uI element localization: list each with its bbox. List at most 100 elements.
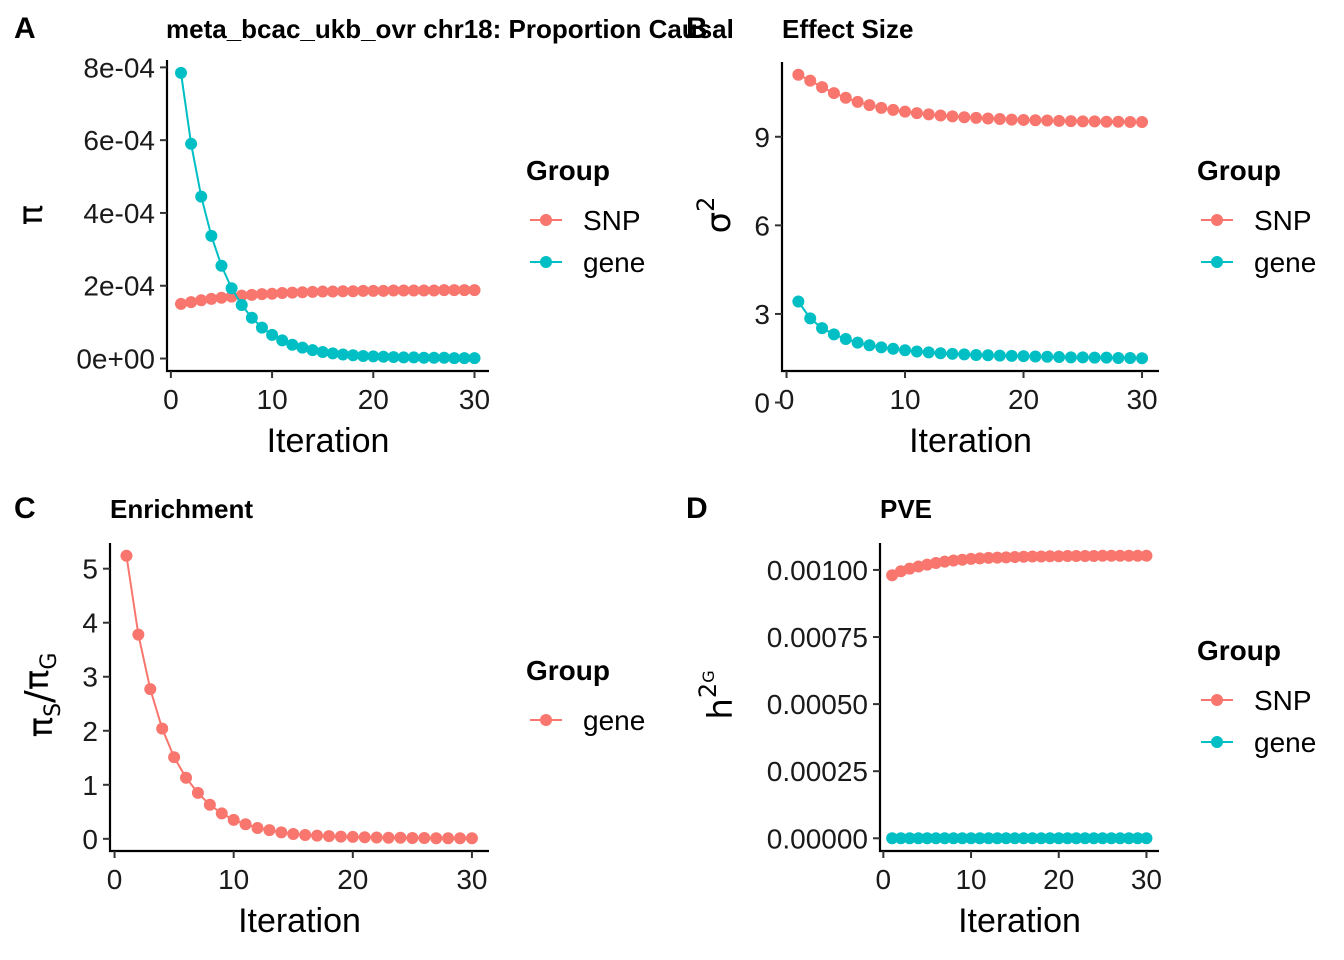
series-snp [792,68,1149,129]
data-point [938,555,951,568]
series-snp [886,549,1153,582]
data-point [1041,350,1054,363]
data-point [922,346,935,359]
data-point [306,344,319,357]
data-point [1026,832,1039,845]
data-point [1100,351,1113,364]
data-point [792,68,805,81]
data-point [1136,352,1149,365]
y-tick-label: 0.00000 [767,823,868,854]
data-point [322,830,335,843]
data-point [1053,351,1066,364]
x-axis-title: Iteration [958,902,1081,940]
x-tick-label: 20 [337,864,368,895]
data-point [910,107,923,120]
legend-title: Group [526,155,610,186]
data-point [956,832,969,845]
data-point [875,341,888,354]
data-point [357,284,370,297]
data-point [458,352,471,365]
x-tick-label: 20 [1043,864,1074,895]
data-point [428,284,441,297]
y-tick-label: 0.00075 [767,622,868,653]
data-point [912,832,925,845]
data-point [316,345,329,358]
data-point [1070,832,1083,845]
data-point [215,259,228,272]
x-tick-label: 10 [218,864,249,895]
data-point [1017,113,1030,126]
x-tick-label: 30 [459,384,490,415]
y-axis-title: σ2 [692,197,739,234]
x-tick-label: 30 [1126,384,1157,415]
data-point [174,66,187,79]
data-point [1017,550,1030,563]
data-point [875,101,888,114]
data-point [956,553,969,566]
data-point [185,137,198,150]
data-point [1064,115,1077,128]
panel-title: Effect Size [782,14,914,44]
data-point [245,311,258,324]
data-point [1029,114,1042,127]
data-point [180,771,193,784]
y-tick-label: 4 [82,608,98,639]
data-point [1079,549,1092,562]
data-point [168,751,181,764]
data-point [804,312,817,325]
series-gene [792,295,1149,365]
data-point [276,334,289,347]
data-point [1035,550,1048,563]
data-point [347,285,360,298]
y-tick-label: 0.00100 [767,555,868,586]
data-point [816,81,829,94]
data-point [191,786,204,799]
data-point [458,284,471,297]
data-point [438,284,451,297]
y-tick-label: 3 [82,662,98,693]
y-axis-title: h2G [694,670,741,719]
data-point [1076,115,1089,128]
data-point [982,551,995,564]
y-tick-label: 5 [82,554,98,585]
data-point [418,832,431,845]
data-point [394,831,407,844]
y-axis-title-text: σ2 [692,197,739,234]
data-point [438,351,451,364]
data-point [263,824,276,837]
data-point [804,74,817,87]
panel-title: PVE [880,494,932,524]
data-point [899,344,912,357]
data-point [1122,549,1135,562]
y-axis-title-text: πS/πG [17,653,66,738]
data-point [276,287,289,300]
data-point [407,284,420,297]
data-point [120,549,133,562]
series-line [179,72,475,360]
data-point [887,103,900,116]
data-point [863,99,876,112]
legend-label: SNP [583,205,641,236]
legend-key-point [1211,256,1223,268]
data-point [417,284,430,297]
y-tick-label: 0 [82,824,98,855]
series-snp [174,284,481,310]
data-point [958,111,971,124]
data-point [397,284,410,297]
panel-b: B Effect Size 0 10 20 30 0 3 6 9 Iteration σ2 Group S… [686,12,1316,460]
data-point [887,342,900,355]
x-tick-label: 20 [358,384,389,415]
data-point [851,336,864,349]
data-point [287,827,300,840]
legend-title: Group [526,655,610,686]
legend-title: Group [1197,635,1281,666]
x-tick-label: 30 [456,864,487,895]
data-point [1076,351,1089,364]
data-point [195,190,208,203]
data-point [1079,832,1092,845]
data-point [1112,351,1125,364]
data-point [454,832,467,845]
legend-label: gene [1254,727,1316,758]
data-point [336,348,349,361]
data-point [235,299,248,312]
